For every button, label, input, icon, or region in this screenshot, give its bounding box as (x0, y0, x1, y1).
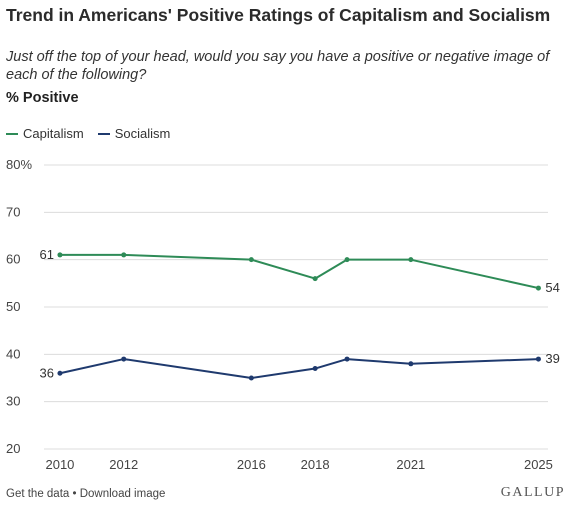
data-label-socialism-start: 36 (39, 365, 53, 380)
series-lines (57, 252, 541, 381)
metric-label: % Positive (6, 90, 79, 106)
footer-links: Get the data • Download image (6, 488, 165, 500)
footer-separator: • (69, 488, 80, 500)
data-point-socialism[interactable] (248, 375, 254, 381)
data-point-capitalism[interactable] (121, 252, 127, 258)
data-point-socialism[interactable] (535, 356, 541, 362)
data-point-capitalism[interactable] (535, 285, 541, 291)
legend-item-capitalism[interactable]: Capitalism (6, 126, 84, 141)
series-line-socialism (59, 358, 539, 379)
gallup-logo: GALLUP (500, 485, 565, 500)
data-label-capitalism-start: 61 (39, 247, 53, 262)
y-tick-label: 50 (6, 299, 20, 314)
data-labels: 61 54 36 39 (39, 247, 559, 380)
x-tick-label: 2010 (45, 457, 74, 472)
y-tick-label: 60 (6, 252, 20, 267)
y-tick-label: 20 (6, 441, 20, 456)
y-tick-label: 80% (6, 157, 32, 172)
legend: Capitalism Socialism (6, 126, 184, 141)
gridlines (44, 164, 548, 450)
data-point-socialism[interactable] (121, 356, 127, 362)
x-tick-label: 2018 (301, 457, 330, 472)
y-tick-label: 30 (6, 394, 20, 409)
chart-subtitle: Just off the top of your head, would you… (6, 49, 550, 83)
data-point-capitalism[interactable] (408, 257, 414, 263)
data-point-capitalism[interactable] (57, 252, 63, 258)
legend-swatch-socialism (97, 132, 110, 135)
y-tick-label: 70 (6, 204, 20, 219)
data-point-socialism[interactable] (344, 356, 350, 362)
data-point-capitalism[interactable] (344, 257, 350, 263)
x-axis-ticks: 2010 2012 2016 2018 2021 2025 (45, 457, 552, 472)
data-point-capitalism[interactable] (312, 276, 318, 282)
get-data-link[interactable]: Get the data (6, 488, 70, 500)
legend-swatch-capitalism (6, 132, 18, 135)
data-label-socialism-end: 39 (545, 351, 559, 366)
data-point-capitalism[interactable] (248, 257, 254, 263)
x-tick-label: 2021 (396, 457, 425, 472)
legend-label-socialism: Socialism (114, 126, 171, 141)
data-label-capitalism-end: 54 (545, 280, 559, 295)
legend-item-socialism[interactable]: Socialism (97, 126, 171, 141)
x-tick-label: 2025 (524, 457, 553, 472)
data-point-socialism[interactable] (312, 366, 318, 372)
x-tick-label: 2016 (237, 457, 266, 472)
chart-title: Trend in Americans' Positive Ratings of … (6, 5, 551, 25)
data-point-socialism[interactable] (57, 370, 63, 376)
data-point-socialism[interactable] (408, 361, 414, 367)
x-tick-label: 2012 (109, 457, 138, 472)
y-tick-label: 40 (6, 346, 20, 361)
download-image-link[interactable]: Download image (79, 488, 166, 500)
legend-label-capitalism: Capitalism (23, 126, 84, 141)
y-axis-ticks: 20 30 40 50 60 70 80% (6, 157, 32, 456)
